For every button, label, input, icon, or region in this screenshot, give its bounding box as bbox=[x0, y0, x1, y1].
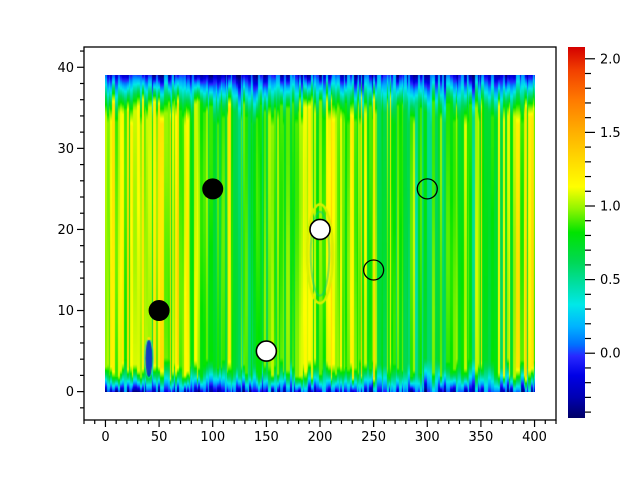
x-tick-label: 300 bbox=[415, 430, 440, 445]
x-tick-label: 350 bbox=[468, 430, 493, 445]
colorbar-tick-label: 2.0 bbox=[600, 52, 621, 67]
y-tick-label: 0 bbox=[66, 385, 74, 400]
tick-marks bbox=[77, 50, 595, 427]
y-tick-label: 40 bbox=[57, 61, 74, 76]
y-tick-label: 10 bbox=[57, 304, 74, 319]
colorbar-tick-label: 1.5 bbox=[600, 126, 621, 141]
x-tick-label: 150 bbox=[254, 430, 279, 445]
marker-open bbox=[416, 178, 438, 200]
scatter-markers bbox=[148, 178, 438, 362]
marker-white bbox=[309, 218, 331, 241]
colorbar-tick-label: 0.5 bbox=[600, 273, 621, 288]
y-tick-label: 20 bbox=[57, 223, 74, 238]
x-tick-label: 100 bbox=[200, 430, 225, 445]
x-tick-label: 0 bbox=[101, 430, 109, 445]
x-tick-label: 50 bbox=[151, 430, 168, 445]
marker-black bbox=[202, 178, 224, 200]
x-tick-label: 250 bbox=[361, 430, 386, 445]
colorbar-tick-label: 1.0 bbox=[600, 200, 621, 215]
y-tick-label: 30 bbox=[57, 142, 74, 157]
marker-open bbox=[362, 259, 385, 281]
colorbar bbox=[568, 47, 585, 418]
colorbar-tick-label: 0.0 bbox=[600, 347, 621, 362]
x-tick-label: 400 bbox=[522, 430, 547, 445]
marker-white bbox=[255, 340, 278, 362]
x-tick-label: 200 bbox=[308, 430, 333, 445]
marker-black bbox=[148, 300, 170, 322]
